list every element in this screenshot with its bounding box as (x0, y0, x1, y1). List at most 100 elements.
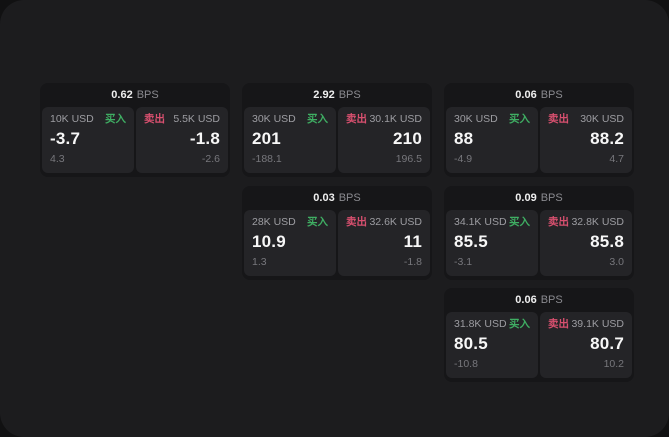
bps-unit-label: BPS (540, 294, 563, 306)
buy-amount: 28K USD (252, 216, 296, 228)
sell-side-label: 卖出 (144, 113, 165, 125)
sell-tile-header: 卖出 5.5K USD (144, 113, 220, 126)
sell-amount: 30K USD (580, 113, 624, 125)
bps-header: 0.06 BPS (446, 83, 632, 107)
bps-header: 0.62 BPS (42, 83, 228, 107)
buy-sub-value: -10.8 (454, 358, 478, 370)
quote-card: 0.03 BPS 28K USD 买入 10.9 1.3 卖出 32.6K USD (242, 186, 432, 280)
buy-tile[interactable]: 30K USD 买入 88 -4.9 (446, 107, 538, 173)
buy-price: 201 (252, 129, 281, 148)
buy-tile[interactable]: 30K USD 买入 201 -188.1 (244, 107, 336, 173)
quote-tiles: 30K USD 买入 201 -188.1 卖出 30.1K USD 210 1… (244, 107, 430, 173)
bps-unit-label: BPS (136, 89, 159, 101)
buy-sub-value: -188.1 (252, 153, 282, 165)
buy-sub-value: -4.9 (454, 153, 473, 165)
sell-tile[interactable]: 卖出 32.6K USD 11 -1.8 (338, 210, 430, 276)
quote-card: 2.92 BPS 30K USD 买入 201 -188.1 卖出 30.1K U… (242, 83, 432, 177)
sell-amount: 32.8K USD (571, 216, 624, 228)
buy-side-label: 买入 (105, 113, 126, 125)
sell-price: 210 (393, 129, 422, 148)
sell-amount: 30.1K USD (369, 113, 422, 125)
sell-sub-value: -1.8 (403, 256, 422, 268)
buy-sub-value: 1.3 (252, 256, 267, 268)
buy-tile[interactable]: 28K USD 买入 10.9 1.3 (244, 210, 336, 276)
sell-tile-header: 卖出 32.6K USD (346, 216, 422, 229)
buy-price: 88 (454, 129, 474, 148)
sell-side-label: 卖出 (548, 113, 569, 125)
buy-tile-header: 28K USD 买入 (252, 216, 328, 229)
bps-header: 2.92 BPS (244, 83, 430, 107)
sell-tile[interactable]: 卖出 30.1K USD 210 196.5 (338, 107, 430, 173)
buy-sub-value: 4.3 (50, 153, 65, 165)
bps-value: 2.92 (313, 89, 335, 101)
buy-amount: 30K USD (252, 113, 296, 125)
bps-value: 0.06 (515, 89, 537, 101)
buy-side-label: 买入 (307, 113, 328, 125)
bps-unit-label: BPS (338, 89, 361, 101)
buy-price: 80.5 (454, 334, 488, 353)
bps-value: 0.09 (515, 192, 537, 204)
bps-unit-label: BPS (540, 192, 563, 204)
sell-amount: 39.1K USD (571, 318, 624, 330)
quote-tiles: 34.1K USD 买入 85.5 -3.1 卖出 32.8K USD 85.8… (446, 210, 632, 276)
quote-tiles: 28K USD 买入 10.9 1.3 卖出 32.6K USD 11 -1.8 (244, 210, 430, 276)
buy-price: -3.7 (50, 129, 81, 148)
bps-value: 0.03 (313, 192, 335, 204)
sell-side-label: 卖出 (346, 216, 367, 228)
quote-tiles: 30K USD 买入 88 -4.9 卖出 30K USD 88.2 4.7 (446, 107, 632, 173)
sell-price: 85.8 (590, 232, 624, 251)
buy-amount: 10K USD (50, 113, 94, 125)
sell-side-label: 卖出 (346, 113, 367, 125)
bps-header: 0.09 BPS (446, 186, 632, 210)
sell-amount: 5.5K USD (173, 113, 220, 125)
buy-amount: 34.1K USD (454, 216, 507, 228)
bps-unit-label: BPS (540, 89, 563, 101)
quote-card: 0.06 BPS 31.8K USD 买入 80.5 -10.8 卖出 39.1K… (444, 288, 634, 382)
sell-tile[interactable]: 卖出 39.1K USD 80.7 10.2 (540, 312, 632, 378)
buy-side-label: 买入 (509, 113, 530, 125)
quote-card: 0.06 BPS 30K USD 买入 88 -4.9 卖出 30K USD (444, 83, 634, 177)
quote-card: 0.62 BPS 10K USD 买入 -3.7 4.3 卖出 5.5K USD (40, 83, 230, 177)
sell-side-label: 卖出 (548, 216, 569, 228)
sell-amount: 32.6K USD (369, 216, 422, 228)
buy-tile-header: 10K USD 买入 (50, 113, 126, 126)
sell-tile[interactable]: 卖出 5.5K USD -1.8 -2.6 (136, 107, 228, 173)
bps-value: 0.06 (515, 294, 537, 306)
quote-tiles: 10K USD 买入 -3.7 4.3 卖出 5.5K USD -1.8 -2.… (42, 107, 228, 173)
sell-side-label: 卖出 (548, 318, 569, 330)
buy-tile-header: 31.8K USD 买入 (454, 318, 530, 331)
sell-price: 80.7 (590, 334, 624, 353)
buy-tile[interactable]: 10K USD 买入 -3.7 4.3 (42, 107, 134, 173)
buy-side-label: 买入 (509, 216, 530, 228)
buy-tile[interactable]: 31.8K USD 买入 80.5 -10.8 (446, 312, 538, 378)
sell-tile-header: 卖出 39.1K USD (548, 318, 624, 331)
buy-side-label: 买入 (509, 318, 530, 330)
sell-sub-value: -2.6 (201, 153, 220, 165)
sell-tile[interactable]: 卖出 30K USD 88.2 4.7 (540, 107, 632, 173)
sell-tile[interactable]: 卖出 32.8K USD 85.8 3.0 (540, 210, 632, 276)
sell-sub-value: 196.5 (395, 153, 422, 165)
sell-price: -1.8 (189, 129, 220, 148)
buy-tile-header: 30K USD 买入 (454, 113, 530, 126)
bps-value: 0.62 (111, 89, 133, 101)
buy-price: 10.9 (252, 232, 286, 251)
quote-card: 0.09 BPS 34.1K USD 买入 85.5 -3.1 卖出 32.8K … (444, 186, 634, 280)
buy-amount: 31.8K USD (454, 318, 507, 330)
sell-price: 88.2 (590, 129, 624, 148)
buy-price: 85.5 (454, 232, 488, 251)
buy-side-label: 买入 (307, 216, 328, 228)
sell-sub-value: 10.2 (603, 358, 624, 370)
quote-tiles: 31.8K USD 买入 80.5 -10.8 卖出 39.1K USD 80.… (446, 312, 632, 378)
sell-tile-header: 卖出 30K USD (548, 113, 624, 126)
buy-amount: 30K USD (454, 113, 498, 125)
buy-tile-header: 30K USD 买入 (252, 113, 328, 126)
buy-tile-header: 34.1K USD 买入 (454, 216, 530, 229)
sell-sub-value: 3.0 (609, 256, 624, 268)
bps-header: 0.06 BPS (446, 288, 632, 312)
sell-sub-value: 4.7 (609, 153, 624, 165)
buy-sub-value: -3.1 (454, 256, 473, 268)
buy-tile[interactable]: 34.1K USD 买入 85.5 -3.1 (446, 210, 538, 276)
sell-price: 11 (403, 232, 422, 251)
